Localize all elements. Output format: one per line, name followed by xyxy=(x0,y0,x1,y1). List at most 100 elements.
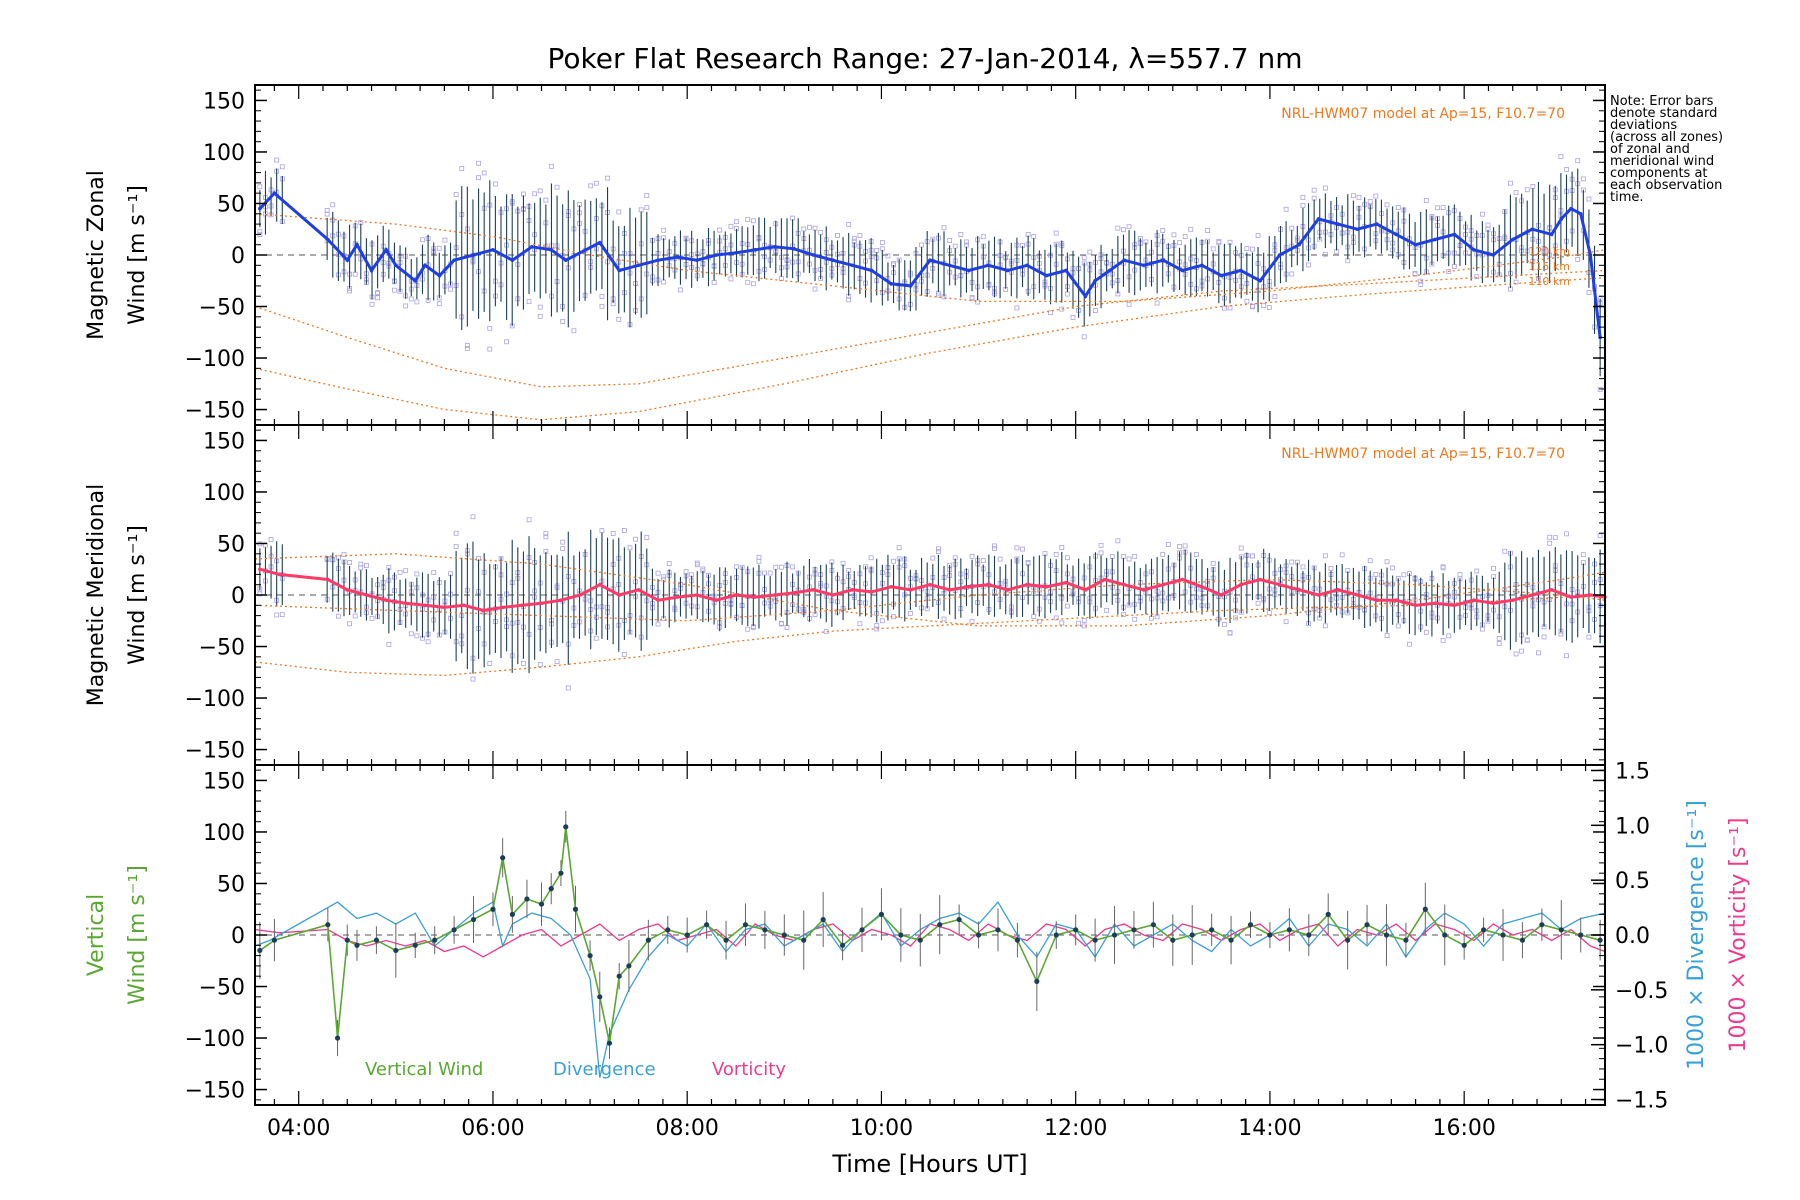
zone-wind-sample xyxy=(891,261,896,266)
vertical-wind-point xyxy=(1539,922,1545,928)
zone-wind-sample xyxy=(1541,634,1547,640)
zone-wind-sample xyxy=(599,294,605,299)
zone-wind-sample xyxy=(268,537,274,542)
zone-wind-sample xyxy=(683,569,689,575)
vertical-wind-point xyxy=(257,947,263,954)
zone-wind-sample xyxy=(1165,542,1171,547)
meridional-mean-point xyxy=(1122,582,1127,587)
meridional-ylabel-line2: Wind [m s⁻¹] xyxy=(125,525,150,665)
zone-wind-sample xyxy=(1474,568,1480,574)
meridional-mean-point xyxy=(345,588,350,592)
zone-wind-sample xyxy=(1575,257,1581,262)
zone-wind-sample xyxy=(364,563,369,568)
zone-wind-sample xyxy=(1126,224,1132,230)
zone-wind-sample xyxy=(1564,653,1569,659)
zone-wind-sample xyxy=(1457,572,1463,578)
meridional-panel: 150 100 50 0 −50 −100 −150 NRL-HWM07 model at … xyxy=(84,424,1607,766)
zonal-mean-point xyxy=(636,263,641,268)
zone-wind-sample xyxy=(745,217,751,223)
zonal-mean-point xyxy=(928,258,932,262)
meridional-mean-point xyxy=(1569,595,1573,599)
zonal-model-level-120: 120 km xyxy=(1528,245,1570,258)
vertical-wind-point xyxy=(1053,932,1059,938)
zonal-mean-point xyxy=(675,255,680,259)
zonal-mean-point xyxy=(850,263,855,268)
x-tick-label: 16:00 xyxy=(1432,1116,1495,1141)
vertical-wind-point xyxy=(1480,927,1487,933)
zonal-mean-point xyxy=(831,258,835,262)
zone-wind-sample xyxy=(442,237,448,243)
meridional-mean-point xyxy=(1452,603,1457,608)
zonal-mean-point xyxy=(1374,222,1379,226)
zonal-ylabel-line1: Magnetic Zonal xyxy=(84,170,109,340)
vertical-wind-point xyxy=(1189,932,1195,938)
legend-vertical-wind: Vertical Wind xyxy=(365,1059,483,1080)
zone-wind-sample xyxy=(1098,542,1104,548)
zonal-mean-point xyxy=(733,251,738,255)
zone-wind-sample xyxy=(756,558,762,564)
zone-wind-sample xyxy=(352,613,358,619)
zone-wind-sample xyxy=(375,290,381,296)
zone-wind-sample xyxy=(1210,560,1216,566)
zonal-mean-point xyxy=(947,263,952,268)
zone-wind-sample xyxy=(621,651,627,657)
zonal-mean-point xyxy=(889,282,893,286)
zonal-mean-point xyxy=(1122,258,1127,262)
meridional-mean-point xyxy=(326,577,330,582)
zone-wind-sample xyxy=(1474,274,1480,280)
y-tick-label: 50 xyxy=(217,872,245,897)
zone-wind-sample xyxy=(1412,271,1418,276)
zonal-model-level-110: 110 km xyxy=(1528,275,1570,288)
zone-wind-sample xyxy=(565,685,571,691)
meridional-ylabel-line1: Magnetic Meridional xyxy=(84,484,109,706)
meridional-mean-point xyxy=(889,584,893,589)
vertical-wind-point xyxy=(1306,932,1312,938)
meridional-mean-point xyxy=(1141,588,1146,592)
zonal-mean-point xyxy=(1559,217,1564,221)
vertical-wind-point xyxy=(723,937,729,943)
zone-wind-sample xyxy=(279,612,285,617)
zone-wind-sample xyxy=(1524,187,1530,193)
y-tick-label: 0 xyxy=(231,584,245,609)
vertical-wind-point xyxy=(470,916,477,923)
zone-wind-sample xyxy=(627,545,633,551)
zone-wind-sample xyxy=(1064,291,1070,297)
vertical-wind-point xyxy=(704,922,710,928)
zone-wind-sample xyxy=(1502,548,1508,554)
zone-wind-sample xyxy=(1356,194,1362,200)
meridional-mean-point xyxy=(559,598,563,602)
zone-wind-sample xyxy=(661,574,667,580)
meridional-mean-point xyxy=(967,584,971,589)
y-tick-label: −150 xyxy=(185,739,245,764)
zone-wind-sample xyxy=(1289,271,1295,277)
vertical-wind-point xyxy=(995,927,1001,933)
y-tick-label: 50 xyxy=(217,532,245,557)
vertical-wind-point xyxy=(597,994,603,1000)
vertical-wind-point xyxy=(1442,932,1448,938)
zone-wind-sample xyxy=(1322,623,1328,629)
meridional-mean-point xyxy=(1394,598,1398,602)
meridional-mean-point xyxy=(986,582,991,587)
zonal-mean-point xyxy=(1141,263,1146,268)
vertical-wind-point xyxy=(1247,922,1254,928)
vertical-wind-point xyxy=(354,942,360,948)
meridional-mean-point xyxy=(753,595,757,599)
zonal-mean-point xyxy=(272,191,277,195)
vertical-wind-point xyxy=(1461,942,1467,948)
zone-wind-sample xyxy=(1547,540,1553,546)
zone-wind-sample xyxy=(1250,246,1255,252)
zone-wind-sample xyxy=(734,564,739,570)
zone-wind-sample xyxy=(1250,553,1255,559)
divergence-y2label: 1000 × Divergence [s⁻¹] xyxy=(1684,800,1709,1070)
zonal-mean-point xyxy=(1549,232,1554,237)
meridional-mean-point xyxy=(928,582,932,587)
zone-wind-sample xyxy=(487,661,493,666)
zone-wind-sample xyxy=(521,191,526,197)
zone-wind-sample xyxy=(1558,153,1564,159)
zonal-mean-point xyxy=(563,258,568,262)
y-tick-label: 0 xyxy=(231,924,245,949)
vertical-wind-point xyxy=(563,824,569,830)
legend-divergence: Divergence xyxy=(553,1059,656,1080)
zone-wind-sample xyxy=(1446,633,1452,639)
zone-wind-sample xyxy=(1384,559,1390,565)
